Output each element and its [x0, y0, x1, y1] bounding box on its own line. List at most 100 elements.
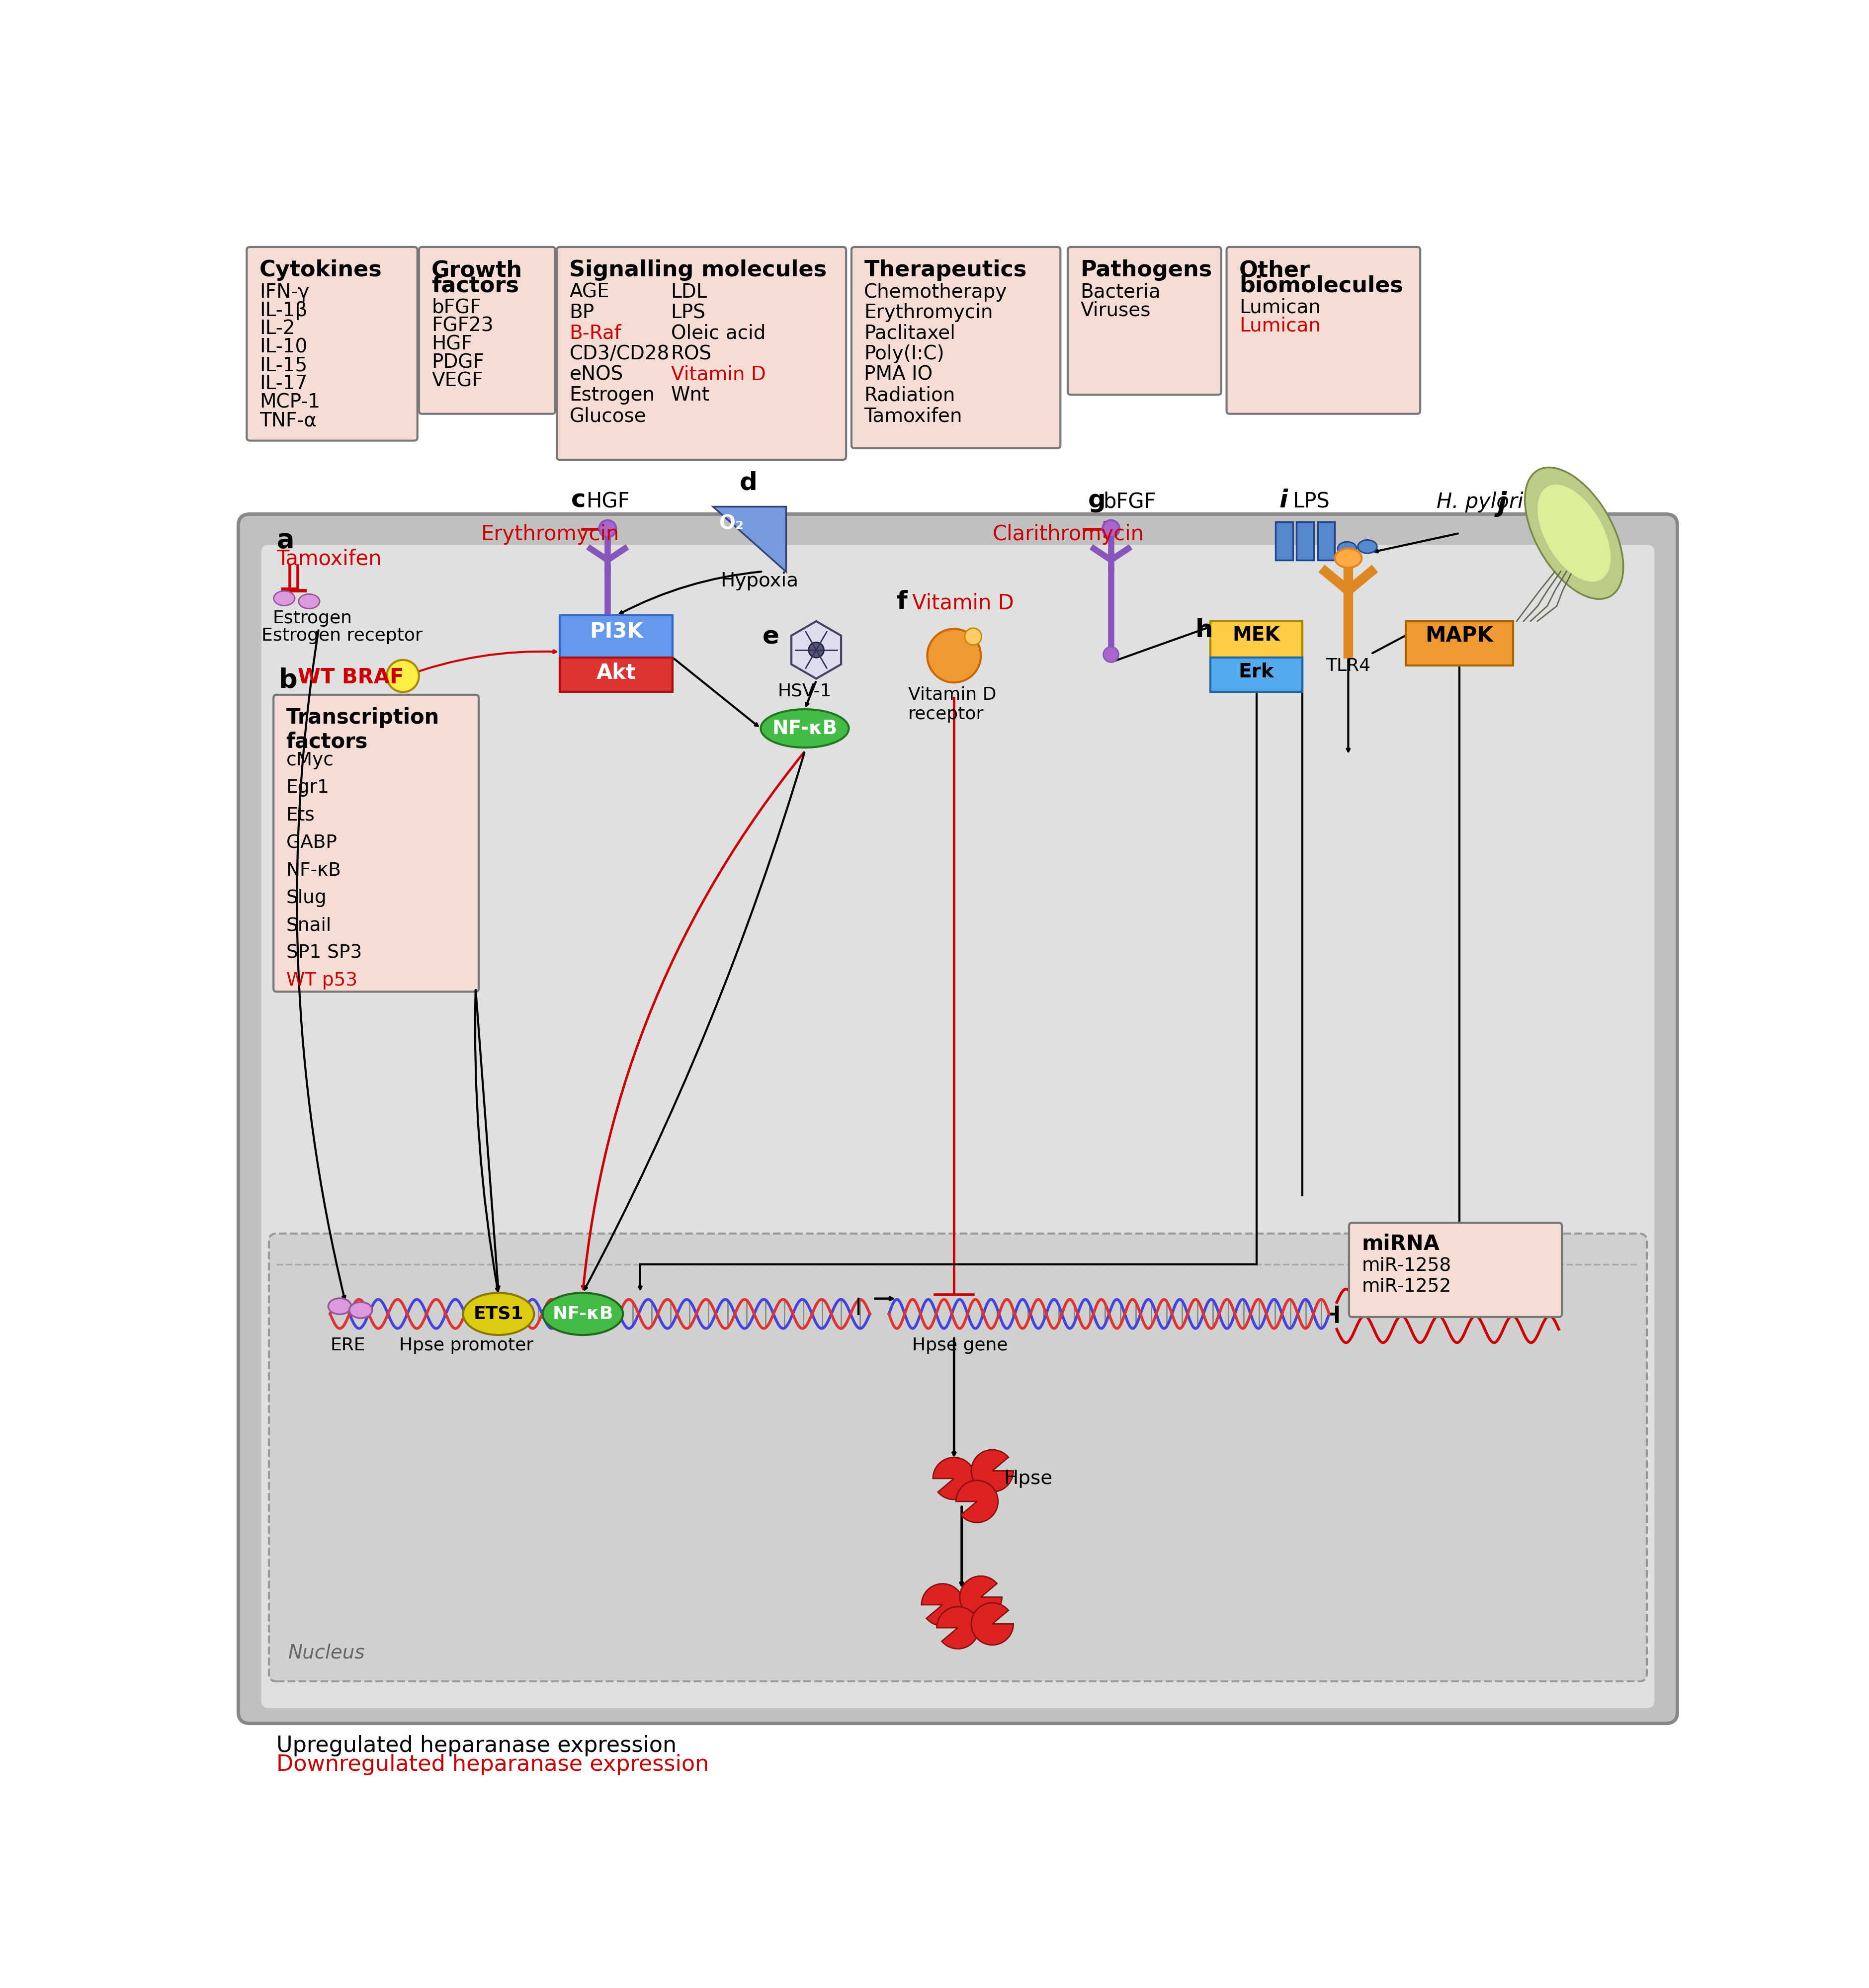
Text: Estrogen: Estrogen	[273, 610, 351, 626]
Text: e: e	[763, 624, 779, 648]
Text: g: g	[1088, 489, 1106, 513]
Ellipse shape	[299, 594, 320, 608]
Circle shape	[387, 660, 419, 692]
Ellipse shape	[464, 1292, 535, 1336]
Text: LPS: LPS	[671, 304, 705, 322]
FancyBboxPatch shape	[852, 247, 1060, 447]
Ellipse shape	[1334, 549, 1363, 569]
Circle shape	[600, 521, 617, 537]
Text: VEGF: VEGF	[432, 372, 484, 390]
Circle shape	[600, 646, 615, 662]
Text: Vitamin D
receptor: Vitamin D receptor	[908, 686, 996, 724]
Text: Cytokines: Cytokines	[260, 260, 381, 280]
Text: Transcription
factors: Transcription factors	[286, 708, 439, 751]
Wedge shape	[961, 1576, 1002, 1618]
Text: biomolecules: biomolecules	[1239, 274, 1404, 296]
Text: h: h	[1194, 618, 1213, 642]
Text: factors: factors	[432, 274, 520, 296]
Text: HGF: HGF	[432, 334, 473, 354]
Text: cMyc: cMyc	[286, 751, 335, 769]
Text: IL-17: IL-17	[260, 374, 307, 394]
Text: Glucose: Glucose	[570, 408, 647, 425]
Text: Hpse gene: Hpse gene	[912, 1336, 1007, 1354]
Polygon shape	[712, 507, 785, 571]
Text: Tamoxifen: Tamoxifen	[277, 549, 381, 569]
Text: PMA IO: PMA IO	[863, 366, 933, 384]
FancyBboxPatch shape	[1405, 620, 1512, 666]
FancyBboxPatch shape	[1297, 521, 1314, 561]
Text: LPS: LPS	[1293, 491, 1331, 513]
Text: Ets: Ets	[286, 807, 314, 825]
Text: Snail: Snail	[286, 916, 331, 934]
Text: TNF-α: TNF-α	[260, 412, 316, 429]
Ellipse shape	[329, 1298, 351, 1314]
Text: eNOS: eNOS	[570, 366, 622, 384]
FancyBboxPatch shape	[269, 1233, 1647, 1682]
Ellipse shape	[1359, 541, 1377, 553]
Text: ROS: ROS	[671, 344, 712, 364]
Text: IL-15: IL-15	[260, 356, 307, 376]
Text: HSV-1: HSV-1	[778, 682, 832, 700]
Text: ETS1: ETS1	[473, 1306, 523, 1322]
Ellipse shape	[1338, 543, 1357, 555]
FancyBboxPatch shape	[561, 616, 673, 658]
Text: Pathogens: Pathogens	[1080, 260, 1213, 280]
Text: c: c	[572, 489, 587, 513]
FancyBboxPatch shape	[561, 658, 673, 692]
Ellipse shape	[761, 710, 849, 747]
Text: Radiation: Radiation	[863, 386, 955, 406]
FancyBboxPatch shape	[1318, 521, 1334, 561]
Text: Therapeutics: Therapeutics	[863, 260, 1026, 280]
Text: Paclitaxel: Paclitaxel	[863, 324, 955, 342]
Text: Nucleus: Nucleus	[288, 1644, 364, 1662]
Text: Slug: Slug	[286, 889, 327, 907]
Circle shape	[927, 628, 981, 682]
Text: j: j	[1497, 491, 1506, 517]
Text: SP1 SP3: SP1 SP3	[286, 944, 363, 962]
Text: i: i	[1280, 489, 1288, 513]
FancyBboxPatch shape	[419, 247, 555, 414]
Wedge shape	[933, 1457, 976, 1499]
Wedge shape	[955, 1481, 998, 1523]
Wedge shape	[921, 1584, 964, 1626]
Text: Akt: Akt	[596, 662, 635, 684]
Text: H. pylori: H. pylori	[1435, 491, 1523, 513]
Text: MEK: MEK	[1234, 626, 1280, 644]
Text: Hypoxia: Hypoxia	[721, 571, 798, 590]
Text: bFGF: bFGF	[432, 298, 480, 316]
Text: Growth: Growth	[432, 260, 523, 280]
Wedge shape	[972, 1449, 1013, 1491]
Text: Estrogen: Estrogen	[570, 386, 654, 406]
Text: FGF23: FGF23	[432, 316, 493, 336]
FancyBboxPatch shape	[1211, 620, 1303, 658]
Text: Clarithromycin: Clarithromycin	[992, 523, 1144, 545]
Text: LDL: LDL	[671, 282, 706, 302]
Circle shape	[964, 628, 981, 644]
Text: IL-1β: IL-1β	[260, 300, 307, 320]
Text: MCP-1: MCP-1	[260, 394, 320, 412]
Ellipse shape	[350, 1302, 372, 1318]
Text: Oleic acid: Oleic acid	[671, 324, 766, 342]
Text: WT BRAF: WT BRAF	[297, 668, 404, 688]
FancyBboxPatch shape	[1226, 247, 1420, 414]
Text: Signalling molecules: Signalling molecules	[570, 260, 826, 280]
Text: Wnt: Wnt	[671, 386, 710, 406]
Text: miRNA: miRNA	[1363, 1233, 1439, 1254]
Text: IL-2: IL-2	[260, 320, 295, 338]
Wedge shape	[972, 1602, 1013, 1644]
Text: miR-1252: miR-1252	[1363, 1278, 1450, 1296]
Text: Hpse: Hpse	[1004, 1469, 1052, 1487]
Text: O₂: O₂	[720, 515, 744, 533]
Text: TLR4: TLR4	[1325, 658, 1370, 674]
Text: Erk: Erk	[1239, 662, 1275, 682]
Text: Downregulated heparanase expression: Downregulated heparanase expression	[277, 1753, 708, 1775]
Text: a: a	[277, 527, 293, 553]
Text: PDGF: PDGF	[432, 354, 484, 372]
Text: B-Raf: B-Raf	[570, 324, 621, 342]
FancyBboxPatch shape	[1275, 521, 1293, 561]
Ellipse shape	[542, 1292, 622, 1336]
Ellipse shape	[1525, 467, 1624, 598]
Text: WT p53: WT p53	[286, 972, 357, 990]
Text: Vitamin D: Vitamin D	[912, 592, 1013, 614]
FancyBboxPatch shape	[262, 545, 1654, 1708]
